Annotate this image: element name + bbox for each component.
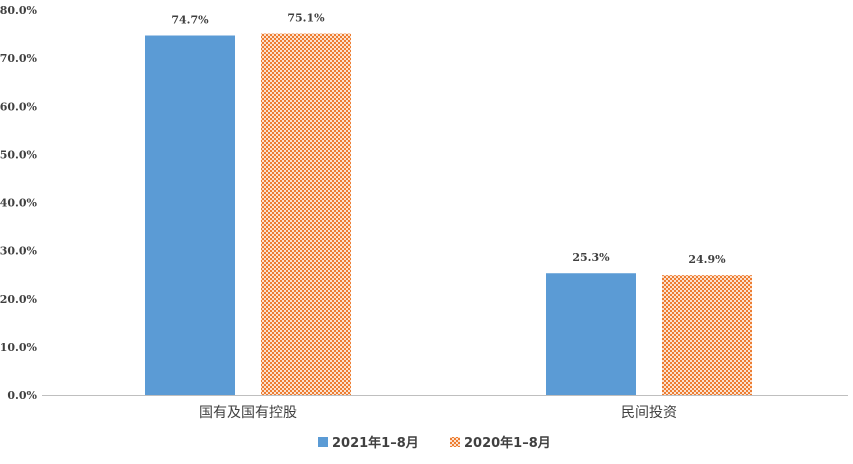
y-tick-label: 30.0%: [0, 245, 38, 258]
category-labels: 国有及国有控股 民间投资: [199, 405, 677, 421]
legend: 2021年1–8月 2020年1–8月: [318, 435, 551, 451]
bar: [546, 273, 636, 395]
y-tick-label: 60.0%: [0, 100, 38, 113]
data-label: 24.9%: [688, 253, 726, 266]
legend-swatch: [318, 437, 328, 447]
y-tick-label: 70.0%: [0, 52, 38, 65]
legend-label: 2020年1–8月: [464, 435, 551, 451]
y-axis-ticks: 0.0% 10.0% 20.0% 30.0% 40.0% 50.0% 60.0% 70.0% 8…: [0, 4, 38, 402]
y-tick-label: 10.0%: [0, 341, 38, 354]
bar: [261, 33, 351, 396]
legend-swatch: [450, 437, 460, 447]
data-label: 75.1%: [287, 12, 325, 25]
bar: [662, 275, 752, 395]
data-label: 25.3%: [572, 251, 610, 264]
y-tick-label: 0.0%: [7, 389, 37, 402]
data-labels: 74.7% 75.1% 25.3% 24.9%: [171, 12, 726, 267]
legend-label: 2021年1–8月: [332, 435, 419, 451]
category-label: 民间投资: [621, 405, 677, 421]
y-tick-label: 40.0%: [0, 197, 38, 210]
y-tick-label: 50.0%: [0, 148, 38, 161]
bar: [145, 35, 235, 395]
y-tick-label: 80.0%: [0, 4, 38, 17]
data-label: 74.7%: [171, 14, 209, 27]
y-tick-label: 20.0%: [0, 293, 38, 306]
category-label: 国有及国有控股: [199, 405, 297, 421]
bars: [145, 33, 752, 396]
